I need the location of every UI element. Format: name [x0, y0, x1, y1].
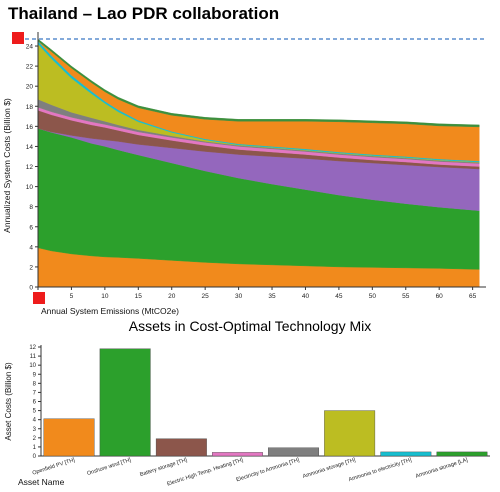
bar-y-tick-label: 1 [33, 445, 37, 451]
x-tick-label: 35 [268, 293, 276, 300]
bar-category-label: Electric High Temp. Heating [TH] [166, 457, 244, 487]
x-tick-label: 40 [302, 293, 310, 300]
emissions-marker-bottom[interactable] [33, 292, 45, 304]
bar-category-label: Electricity to Ammonia [TH] [236, 457, 301, 483]
bar-y-tick-label: 9 [33, 372, 37, 378]
x-tick-label: 55 [402, 293, 410, 300]
bar-x-axis-label: Asset Name [18, 477, 65, 487]
y-tick-label: 8 [29, 204, 33, 211]
y-tick-label: 20 [26, 84, 34, 91]
bar-y-tick-label: 11 [30, 354, 37, 360]
bar-y-tick-label: 10 [29, 363, 36, 369]
x-tick-label: 10 [101, 293, 109, 300]
bar-y-tick-label: 2 [33, 436, 37, 442]
y-tick-label: 18 [26, 104, 34, 111]
y-tick-label: 24 [26, 44, 34, 51]
bar-6 [380, 451, 432, 457]
x-tick-label: 5 [70, 293, 74, 300]
x-tick-label: 25 [202, 293, 210, 300]
bar-y-tick-label: 3 [33, 427, 37, 433]
bar-2 [155, 438, 207, 457]
y-axis-label: Annualized System Costs (Billion $) [2, 98, 12, 233]
y-tick-label: 6 [29, 224, 33, 231]
x-tick-label: 60 [436, 293, 444, 300]
bar-y-axis-label: Asset Costs (Billion $) [4, 362, 13, 441]
x-axis-label: Annual System Emissions (MtCO2e) [41, 306, 179, 316]
x-tick-label: 30 [235, 293, 243, 300]
y-tick-label: 14 [26, 144, 34, 151]
bar-chart-title: Assets in Cost-Optimal Technology Mix [128, 318, 372, 334]
bar-0 [43, 418, 95, 457]
x-tick-label: 65 [469, 293, 477, 300]
page-title: Thailand – Lao PDR collaboration [8, 4, 280, 23]
y-tick-label: 0 [29, 285, 33, 292]
bar-7 [436, 451, 488, 457]
bar-4 [268, 447, 319, 457]
y-tick-label: 4 [29, 244, 33, 251]
bar-5 [324, 410, 376, 457]
x-tick-label: 20 [168, 293, 176, 300]
bar-y-tick-label: 5 [33, 409, 37, 415]
bar-category-label: Ammonia to electricity [TH] [348, 457, 413, 483]
bar-y-tick-label: 6 [33, 400, 37, 406]
y-tick-label: 16 [26, 124, 34, 131]
bar-3 [211, 452, 263, 457]
bar-category-label: Onshore wind [TH] [86, 457, 132, 477]
bar-category-label: Battery storage [TH] [139, 457, 188, 478]
bar-category-label: Openfield PV [TH] [32, 457, 76, 477]
y-tick-label: 12 [26, 164, 34, 171]
system-cost-area-chart: 0246810121416182022240510152025303540455… [2, 32, 486, 316]
bar-1 [99, 348, 151, 457]
x-tick-label: 45 [335, 293, 343, 300]
bar-y-tick-label: 7 [33, 390, 37, 396]
x-tick-label: 15 [135, 293, 143, 300]
bar-y-tick-label: 12 [29, 345, 36, 351]
y-tick-label: 22 [26, 64, 34, 71]
y-tick-label: 10 [26, 184, 34, 191]
bar-category-label: Ammonia storage [TH] [302, 457, 357, 480]
bar-y-tick-label: 8 [33, 381, 37, 387]
bar-y-tick-label: 4 [33, 418, 37, 424]
y-tick-label: 2 [29, 264, 33, 271]
x-tick-label: 50 [369, 293, 377, 300]
emissions-cap-marker-top[interactable] [12, 32, 24, 44]
bar-category-label: Ammonia storage [LA] [415, 457, 469, 480]
bar-y-tick-label: 0 [33, 454, 37, 460]
area-series-9 [37, 38, 480, 128]
